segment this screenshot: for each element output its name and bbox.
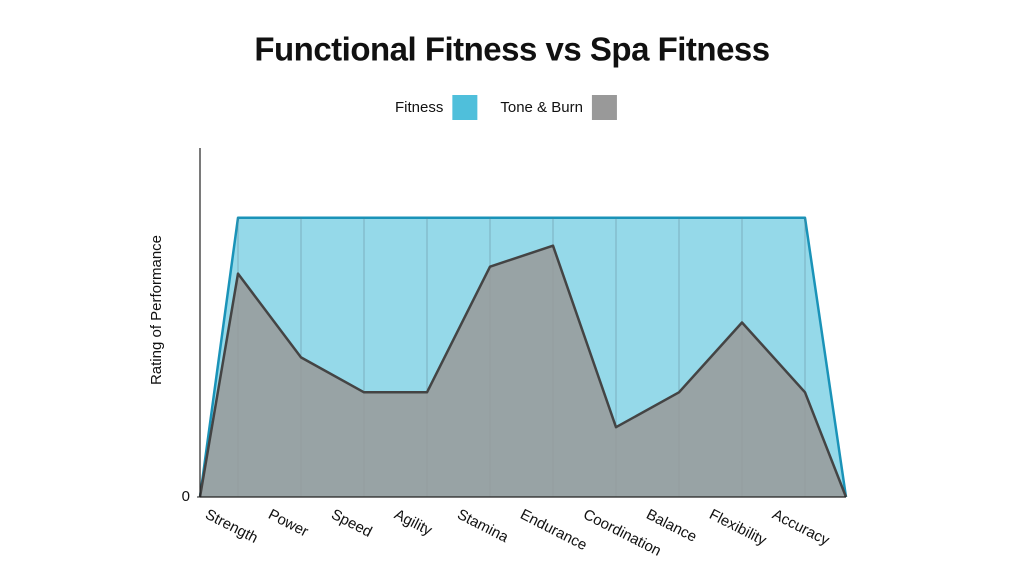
legend-swatch bbox=[591, 95, 617, 120]
x-tick-label: Accuracy bbox=[769, 506, 832, 549]
legend-label: Fitness bbox=[395, 99, 443, 116]
chart-title: Functional Fitness vs Spa Fitness bbox=[254, 31, 769, 68]
y-tick-label: 0 bbox=[182, 488, 190, 505]
x-tick-label: Strength bbox=[202, 506, 260, 547]
legend-swatch bbox=[452, 95, 478, 120]
x-tick-label: Endurance bbox=[517, 506, 589, 554]
x-tick-label: Flexibility bbox=[706, 506, 769, 549]
x-tick-label: Stamina bbox=[454, 506, 511, 546]
x-tick-label: Power bbox=[265, 506, 311, 540]
line bbox=[198, 216, 848, 498]
x-tick-label: Speed bbox=[328, 506, 374, 541]
area bbox=[200, 245, 846, 497]
y-axis-label: Rating of Performance bbox=[148, 235, 165, 385]
line bbox=[198, 244, 848, 498]
x-tick-label: Agility bbox=[391, 506, 435, 540]
legend-label: Tone & Burn bbox=[500, 99, 583, 116]
